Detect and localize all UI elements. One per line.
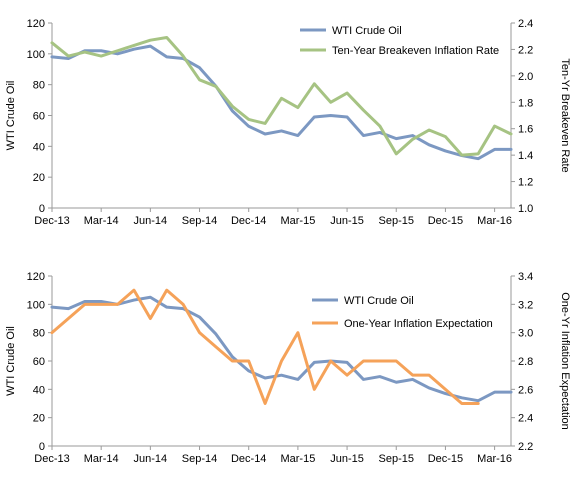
right-tick-label: 2.6 [518,384,533,396]
left-tick-label: 120 [27,271,45,283]
right-tick-label: 2.2 [518,441,533,453]
right-tick-label: 2.4 [518,413,533,425]
left-tick-label: 120 [27,18,45,30]
left-tick-label: 60 [33,356,45,368]
x-tick-label: Mar-14 [84,453,119,465]
left-tick-label: 100 [27,49,45,61]
right-tick-label: 2.4 [518,18,533,30]
left-axis-title: WTI Crude Oil [5,326,17,396]
right-tick-label: 1.0 [518,203,533,215]
right-axis-title: Ten-Yr Breakeven Rate [559,58,571,172]
x-tick-label: Mar-16 [477,453,512,465]
series-line-wti [50,44,513,161]
x-tick-label: Sep-14 [182,215,217,227]
chart-2: 0 20 40 60 80 100 120 2.2 2.4 2.6 2.8 3.0 3.2 3.4 Dec-… [5,271,571,465]
legend-label-breakeven: Ten-Year Breakeven Inflation Rate [332,45,499,57]
left-tick-label: 20 [33,172,45,184]
right-axis-title: One-Yr Inflation Expectation [559,292,571,430]
left-tick-label: 100 [27,299,45,311]
x-tick-label: Mar-14 [84,215,119,227]
x-tick-label: Sep-14 [182,453,217,465]
right-tick-label: 2.0 [518,71,533,83]
legend-label-expectation: One-Year Inflation Expectation [344,318,493,330]
x-tick-label: Dec-14 [231,215,266,227]
right-tick-label: 3.0 [518,328,533,340]
x-tick-label: Dec-15 [428,453,463,465]
series-line-breakeven [50,36,513,157]
right-tick-label: 1.2 [518,177,533,189]
series-line-expectation [52,290,511,403]
series-line-wti [50,295,513,403]
left-tick-label: 80 [33,80,45,92]
left-tick-label: 80 [33,328,45,340]
chart-1: 0 20 40 60 80 100 120 1.0 1.2 1.4 1.6 1.8 2.0 2.2 2.4 D… [5,18,571,227]
legend-label-wti: WTI Crude Oil [332,25,402,37]
x-tick-label: Dec-14 [231,453,266,465]
x-tick-label: Jun-14 [134,453,168,465]
left-tick-label: 20 [33,413,45,425]
left-tick-label: 40 [33,384,45,396]
x-tick-label: Jun-15 [330,215,364,227]
x-tick-label: Mar-15 [280,453,315,465]
x-tick-label: Sep-15 [379,215,414,227]
x-tick-label: Jun-14 [134,215,168,227]
left-tick-label: 60 [33,111,45,123]
x-tick-label: Mar-16 [477,215,512,227]
x-tick-label: Dec-15 [428,215,463,227]
right-tick-label: 1.6 [518,124,533,136]
right-tick-label: 3.2 [518,299,533,311]
left-tick-label: 0 [39,203,45,215]
x-tick-label: Jun-15 [330,453,364,465]
legend-label-wti: WTI Crude Oil [344,295,414,307]
left-tick-label: 40 [33,141,45,153]
x-tick-label: Sep-15 [379,453,414,465]
right-tick-label: 1.4 [518,150,533,162]
right-tick-label: 2.8 [518,356,533,368]
left-axis-title: WTI Crude Oil [5,81,17,151]
right-tick-label: 2.2 [518,44,533,56]
x-tick-label: Mar-15 [280,215,315,227]
right-tick-label: 3.4 [518,271,533,283]
x-tick-label: Dec-13 [34,453,69,465]
x-tick-label: Dec-13 [34,215,69,227]
right-tick-label: 1.8 [518,97,533,109]
left-tick-label: 0 [39,441,45,453]
